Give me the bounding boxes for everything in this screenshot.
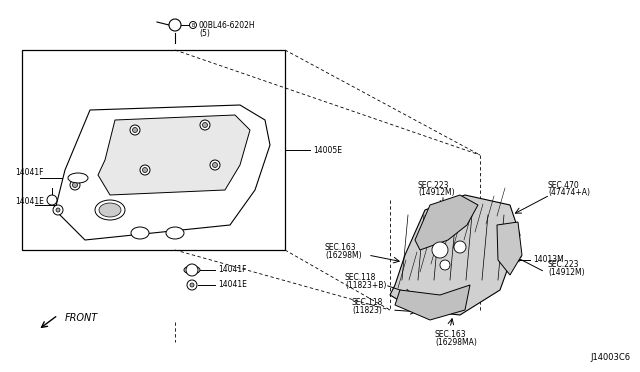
- Circle shape: [454, 241, 466, 253]
- Circle shape: [186, 264, 198, 276]
- Text: (14912M): (14912M): [418, 189, 454, 198]
- Ellipse shape: [166, 227, 184, 239]
- Polygon shape: [55, 105, 270, 240]
- Text: (5): (5): [199, 29, 210, 38]
- Text: (47474+A): (47474+A): [548, 189, 590, 198]
- Circle shape: [210, 160, 220, 170]
- Circle shape: [202, 122, 207, 128]
- Circle shape: [440, 260, 450, 270]
- Circle shape: [190, 283, 194, 287]
- Ellipse shape: [131, 227, 149, 239]
- Bar: [22, 50, 285, 250]
- Text: (11823): (11823): [352, 307, 382, 315]
- Text: SEC.118: SEC.118: [352, 298, 383, 308]
- Circle shape: [143, 167, 147, 173]
- Circle shape: [140, 165, 150, 175]
- Polygon shape: [98, 115, 250, 195]
- Polygon shape: [415, 195, 478, 250]
- Text: J14003C6: J14003C6: [590, 353, 630, 362]
- Text: (14912M): (14912M): [548, 269, 584, 278]
- Circle shape: [130, 125, 140, 135]
- Text: 14041E: 14041E: [15, 198, 44, 206]
- Text: SEC.223: SEC.223: [418, 180, 449, 189]
- Text: (16298MA): (16298MA): [435, 339, 477, 347]
- Ellipse shape: [95, 200, 125, 220]
- Circle shape: [187, 280, 197, 290]
- Text: FRONT: FRONT: [65, 313, 99, 323]
- Text: 14041F: 14041F: [218, 266, 246, 275]
- Text: (16298M): (16298M): [325, 251, 362, 260]
- Circle shape: [70, 180, 80, 190]
- Text: SEC.118: SEC.118: [345, 273, 376, 282]
- Text: SEC.470: SEC.470: [548, 180, 580, 189]
- Circle shape: [132, 128, 138, 132]
- Circle shape: [72, 183, 77, 187]
- Text: 14005E: 14005E: [313, 145, 342, 154]
- Text: 14013M: 14013M: [533, 256, 564, 264]
- Circle shape: [47, 195, 57, 205]
- Circle shape: [200, 120, 210, 130]
- Text: SEC.163: SEC.163: [435, 330, 467, 340]
- Ellipse shape: [68, 173, 88, 183]
- Circle shape: [189, 22, 196, 29]
- Circle shape: [432, 242, 448, 258]
- Circle shape: [212, 163, 218, 167]
- Ellipse shape: [184, 266, 200, 274]
- Text: B: B: [191, 23, 195, 28]
- Text: (11823+B): (11823+B): [345, 282, 387, 291]
- Ellipse shape: [99, 203, 121, 217]
- Text: 14041F: 14041F: [15, 167, 44, 176]
- Polygon shape: [497, 222, 522, 275]
- Text: SEC.223: SEC.223: [548, 260, 579, 269]
- Text: 00BL46-6202H: 00BL46-6202H: [199, 20, 255, 29]
- Circle shape: [56, 208, 60, 212]
- Text: 14041E: 14041E: [218, 280, 247, 289]
- Text: SEC.163: SEC.163: [325, 244, 356, 253]
- Circle shape: [53, 205, 63, 215]
- Polygon shape: [395, 285, 470, 320]
- Polygon shape: [390, 195, 520, 315]
- Circle shape: [169, 19, 181, 31]
